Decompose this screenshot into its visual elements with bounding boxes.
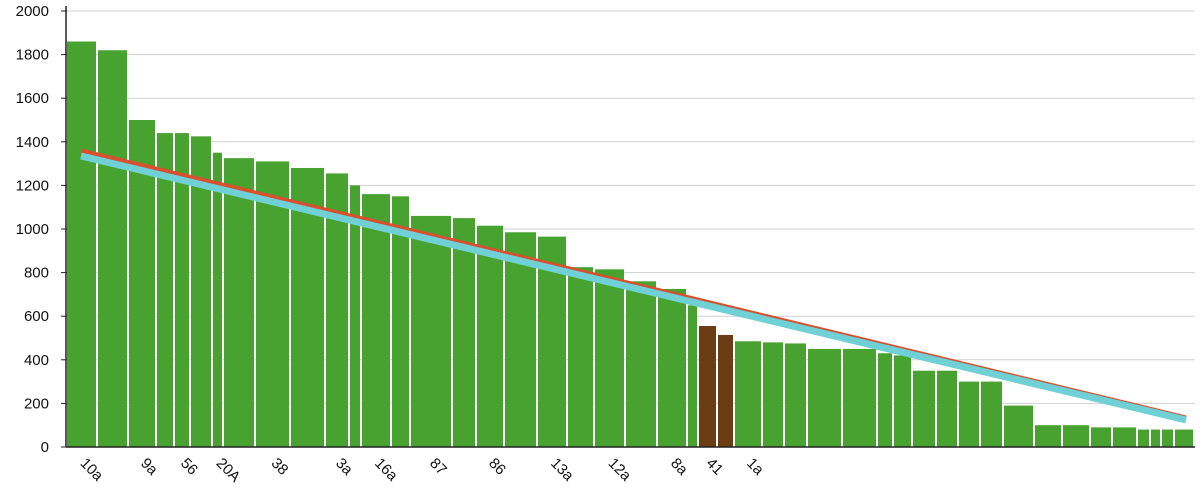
bar xyxy=(213,152,222,447)
y-tick-label: 800 xyxy=(24,265,49,282)
x-tick-label: 87 xyxy=(426,455,450,479)
bar xyxy=(1175,429,1193,447)
bar xyxy=(785,343,806,447)
bar xyxy=(1035,425,1061,447)
x-tick-label: 1a xyxy=(743,455,767,479)
bar xyxy=(1063,425,1089,447)
bar xyxy=(699,326,716,447)
trend-line xyxy=(80,152,1187,424)
bar xyxy=(763,342,783,447)
bar xyxy=(67,41,96,448)
x-tick-label: 8a xyxy=(667,455,691,479)
bar xyxy=(937,370,957,447)
y-tick-label: 400 xyxy=(24,352,49,369)
bar xyxy=(626,281,656,447)
y-tick-label: 200 xyxy=(24,395,49,412)
bar xyxy=(505,232,536,447)
x-tick-label: 9a xyxy=(137,455,161,479)
bar xyxy=(718,334,733,447)
bar xyxy=(157,133,173,447)
bar xyxy=(1113,427,1136,447)
bar xyxy=(1138,429,1149,447)
bar xyxy=(688,305,697,447)
bar xyxy=(913,370,935,447)
x-tick-label: 41 xyxy=(703,455,727,479)
bar xyxy=(658,288,686,447)
bar xyxy=(843,348,876,447)
bar xyxy=(735,341,761,447)
bar xyxy=(959,381,979,447)
bar xyxy=(453,218,475,447)
bar xyxy=(362,194,390,447)
bar xyxy=(595,269,624,447)
x-tick-label: 38 xyxy=(268,455,292,479)
y-tick-label: 1800 xyxy=(16,47,49,64)
bar xyxy=(1004,405,1033,447)
bar xyxy=(981,381,1002,447)
bar xyxy=(175,133,189,447)
bar xyxy=(191,136,211,447)
x-tick-label: 20A xyxy=(213,455,244,486)
bar xyxy=(326,173,348,447)
x-tick-label: 10a xyxy=(77,455,107,485)
bar xyxy=(411,215,451,447)
x-tick-label: 3a xyxy=(332,455,356,479)
y-tick-label: 1000 xyxy=(16,221,49,238)
bar xyxy=(1162,429,1173,447)
bar xyxy=(878,353,892,447)
bar xyxy=(392,196,409,447)
bar xyxy=(477,225,503,447)
bar xyxy=(256,161,289,448)
x-tick-label: 56 xyxy=(177,455,201,479)
bar xyxy=(568,267,593,447)
y-tick-label: 1400 xyxy=(16,134,49,151)
bar xyxy=(894,355,911,447)
y-tick-label: 1600 xyxy=(16,90,49,107)
bar xyxy=(350,185,360,447)
bar xyxy=(1151,429,1160,447)
bar xyxy=(224,158,254,447)
x-tick-label: 16a xyxy=(371,455,401,485)
y-tick-label: 0 xyxy=(41,439,49,456)
x-tick-label: 13a xyxy=(547,455,577,485)
x-tick-label: 12a xyxy=(605,455,635,485)
y-tick-label: 2000 xyxy=(16,3,49,20)
y-tick-label: 600 xyxy=(24,308,49,325)
y-tick-label: 1200 xyxy=(16,177,49,194)
bar xyxy=(98,50,127,448)
bar xyxy=(808,348,841,447)
x-tick-label: 86 xyxy=(485,455,509,479)
bar xyxy=(1091,427,1111,447)
